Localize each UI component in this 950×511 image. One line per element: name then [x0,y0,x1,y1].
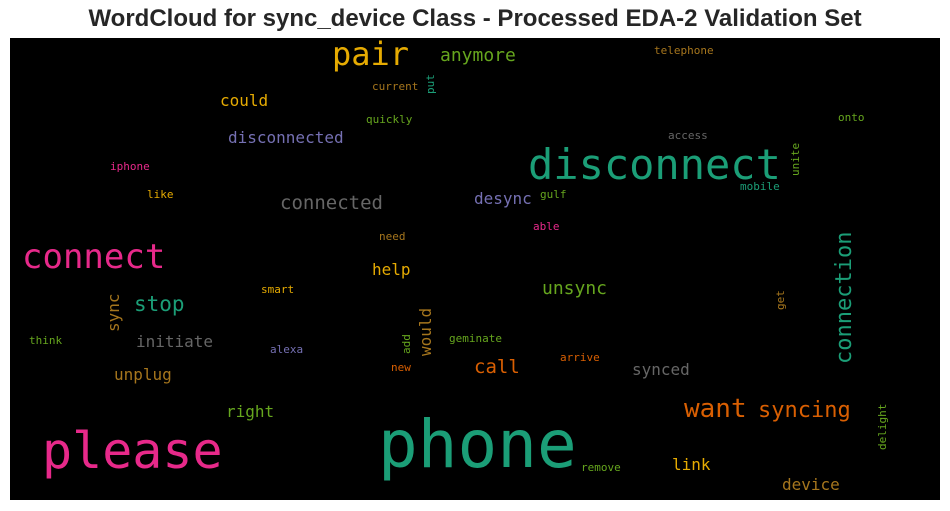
word-connected: connected [280,192,383,214]
word-arrive: arrive [560,351,600,364]
chart-title: WordCloud for sync_device Class - Proces… [88,5,862,32]
word-quickly: quickly [366,113,413,126]
word-new: new [391,361,411,374]
word-synced: synced [632,360,690,379]
word-onto: onto [838,111,865,124]
word-get: get [774,290,787,310]
word-disconnected: disconnected [228,128,344,147]
word-anymore: anymore [440,45,516,66]
word-alexa: alexa [270,343,304,356]
word-need: need [379,230,406,243]
word-access: access [668,129,708,142]
word-desync: desync [474,189,532,208]
word-current: current [372,80,419,93]
word-pair: pair [332,38,410,73]
word-stop: stop [134,292,185,316]
word-able: able [533,220,560,233]
word-connection: connection [832,231,857,364]
word-connect: connect [22,237,166,277]
word-unplug: unplug [114,365,172,384]
word-unsync: unsync [542,278,608,299]
word-call: call [474,356,520,378]
word-think: think [29,334,63,347]
word-mobile: mobile [740,180,780,193]
word-add: add [400,334,413,354]
word-like: like [147,188,174,201]
word-gulf: gulf [540,188,567,201]
word-unite: unite [789,142,802,176]
word-iphone: iphone [110,160,150,173]
word-please: please [42,422,223,480]
word-phone: phone [378,406,577,483]
word-telephone: telephone [654,44,714,57]
word-geminate: geminate [449,332,502,345]
word-want: want [684,394,747,424]
word-put: put [424,74,437,94]
word-sync: sync [104,293,123,332]
word-device: device [782,475,840,494]
word-smart: smart [261,283,295,296]
word-initiate: initiate [136,332,214,351]
word-could: could [220,91,269,110]
word-would: would [416,307,435,356]
wordcloud-canvas: phone please disconnect connect pair wan… [10,38,940,500]
word-syncing: syncing [758,398,851,423]
word-disconnect: disconnect [528,140,781,189]
word-right: right [226,402,275,421]
word-remove: remove [581,461,621,474]
word-delight: delight [876,403,889,450]
word-link: link [672,455,711,474]
word-help: help [372,260,411,279]
